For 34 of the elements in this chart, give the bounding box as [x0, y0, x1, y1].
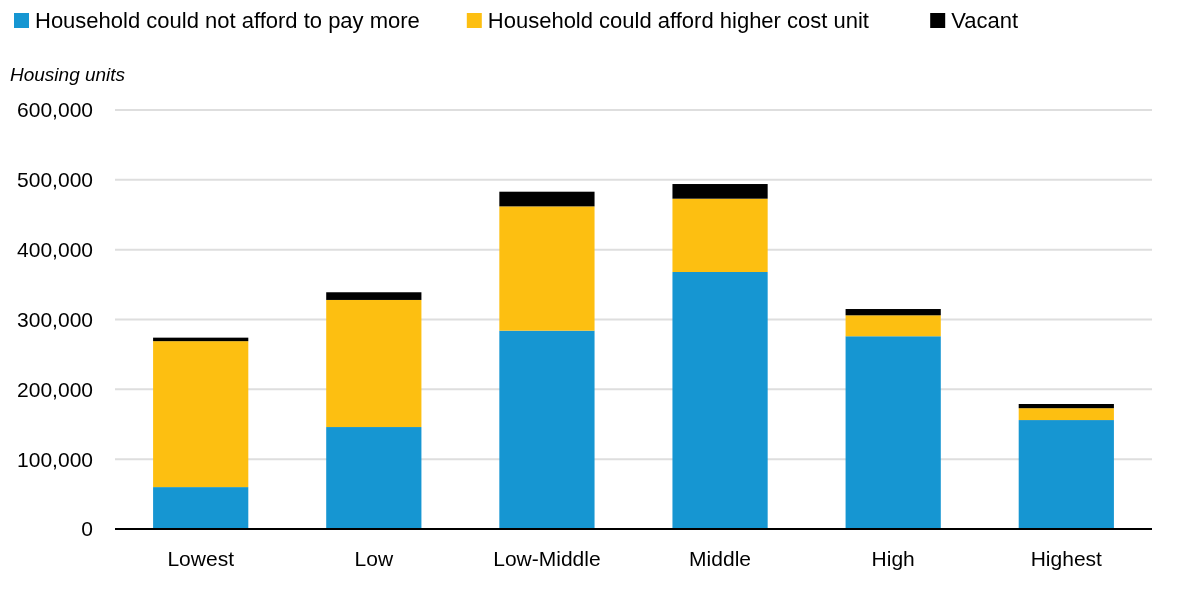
- bar: [1018, 420, 1114, 529]
- x-tick-label: Lowest: [167, 547, 235, 570]
- bar: [845, 336, 941, 529]
- x-tick-label: High: [871, 547, 915, 570]
- bar: [326, 427, 422, 529]
- y-tick-label: 400,000: [17, 238, 93, 262]
- bar: [672, 198, 768, 273]
- bar: [499, 206, 595, 331]
- x-tick-label: Highest: [1030, 547, 1103, 570]
- bar: [845, 315, 941, 337]
- bar: [326, 292, 422, 300]
- legend-label: Household could not afford to pay more: [35, 7, 420, 33]
- x-tick-label: Middle: [689, 547, 751, 570]
- bar: [672, 272, 768, 529]
- legend-label: Vacant: [951, 7, 1019, 33]
- legend-label: Household could afford higher cost unit: [487, 7, 869, 33]
- bar: [845, 309, 941, 316]
- y-tick-label: 300,000: [17, 307, 93, 331]
- y-tick-label: 600,000: [17, 98, 93, 122]
- bar: [1018, 404, 1114, 409]
- x-tick-label: Low-Middle: [493, 547, 601, 570]
- bar: [1018, 408, 1114, 421]
- y-tick-label: 200,000: [17, 377, 93, 401]
- x-tick-label: Low: [354, 547, 394, 570]
- y-tick-label: 0: [81, 517, 93, 541]
- bar: [499, 191, 595, 207]
- bar: [672, 184, 768, 199]
- y-axis-title: Housing units: [10, 64, 126, 85]
- y-tick-label: 100,000: [17, 447, 93, 471]
- bar: [153, 341, 249, 488]
- bar: [499, 330, 595, 529]
- bar: [153, 487, 249, 529]
- y-tick-label: 500,000: [17, 168, 93, 192]
- bar: [326, 299, 422, 428]
